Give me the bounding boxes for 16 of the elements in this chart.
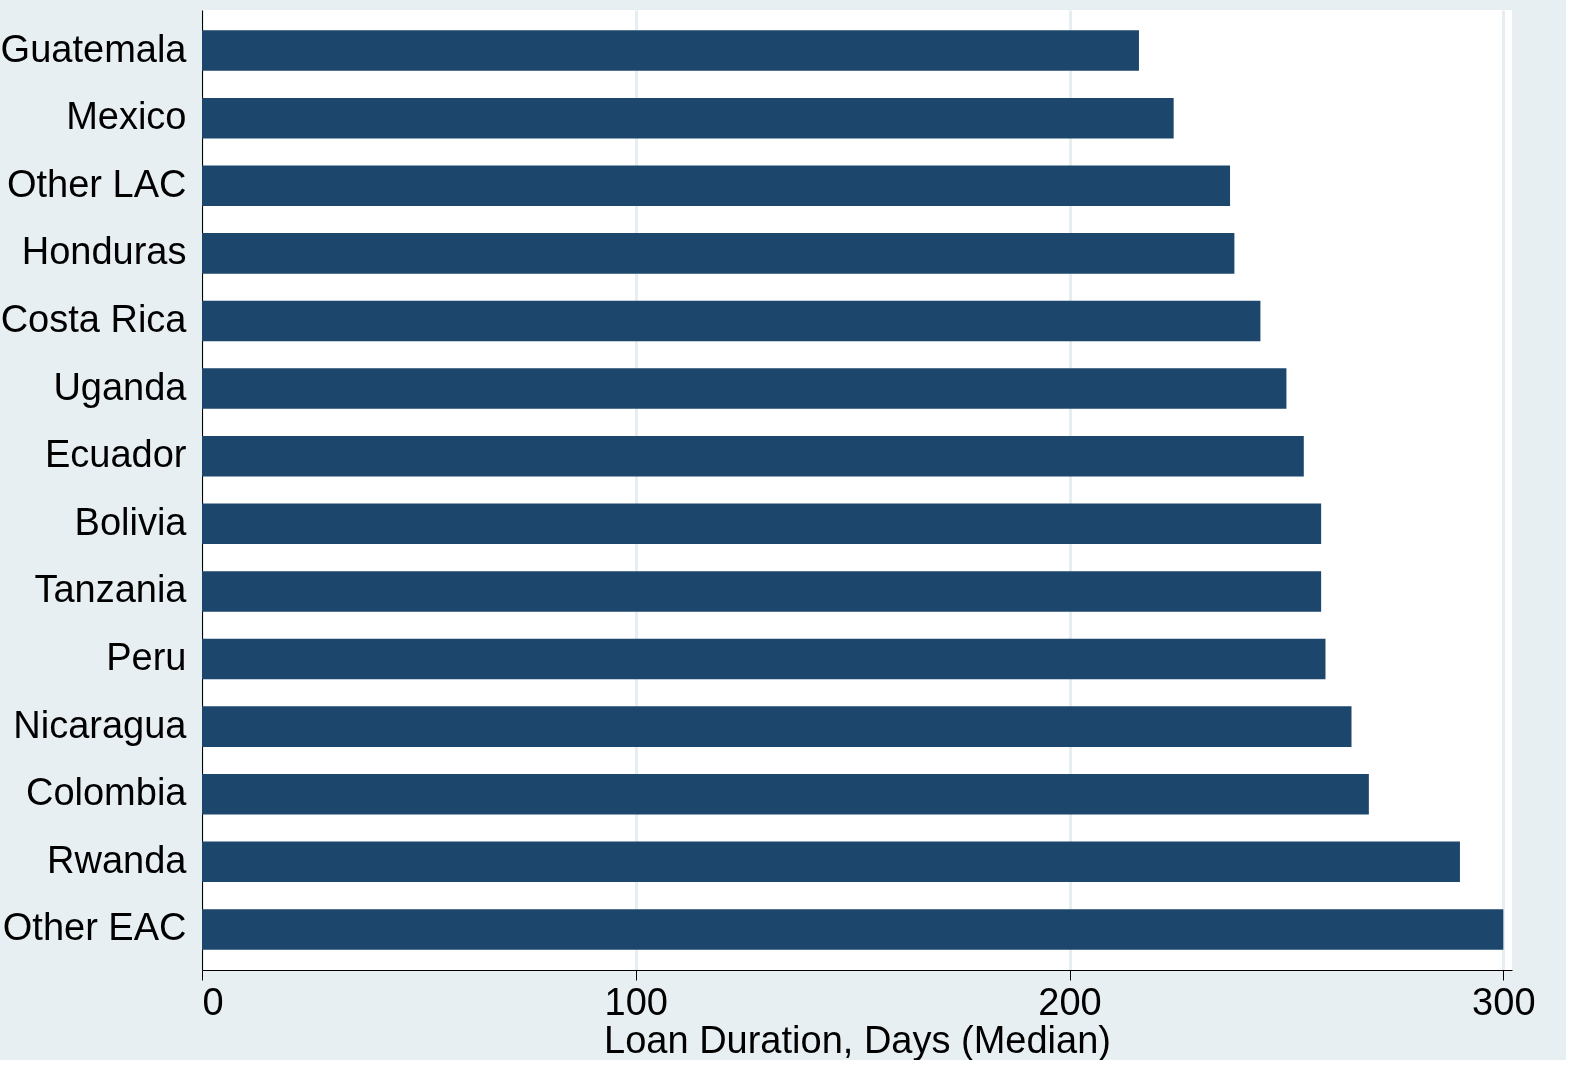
y-tick-label: Uganda xyxy=(53,365,188,408)
x-tick-label: 300 xyxy=(1472,980,1536,1023)
y-tick-label: Costa Rica xyxy=(0,297,188,340)
y-tick-label: Tanzania xyxy=(34,568,188,611)
x-tick-label: 0 xyxy=(202,980,224,1023)
y-tick-label: Other LAC xyxy=(6,162,187,205)
y-tick-label: Bolivia xyxy=(74,500,188,543)
y-tick-label: Other EAC xyxy=(2,906,187,949)
y-tick-label: Honduras xyxy=(21,230,187,273)
y-tick-label: Rwanda xyxy=(47,838,188,881)
y-tick-label: Nicaragua xyxy=(13,703,188,746)
y-tick-label: Peru xyxy=(106,636,187,679)
y-tick-label: Mexico xyxy=(66,95,187,138)
y-tick-label: Colombia xyxy=(25,771,188,814)
y-tick-label: Guatemala xyxy=(0,27,188,70)
y-tick-label: Ecuador xyxy=(44,433,187,476)
